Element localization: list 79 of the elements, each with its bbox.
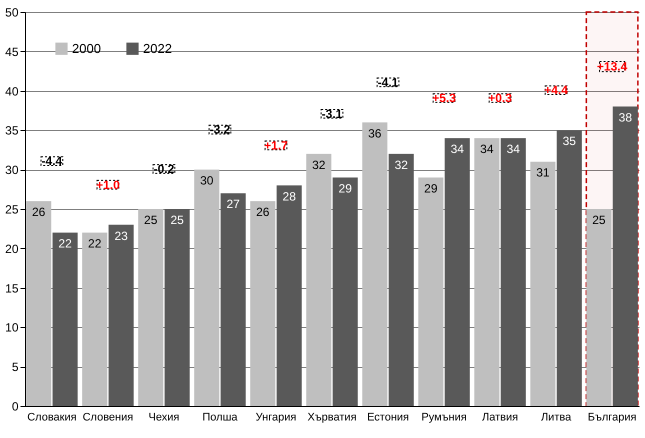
y-tick-label: 50 bbox=[5, 6, 19, 20]
data-label: 22 bbox=[58, 236, 72, 251]
bar bbox=[250, 201, 276, 406]
data-label: 34 bbox=[480, 142, 494, 156]
data-label: 25 bbox=[170, 213, 184, 227]
bar bbox=[362, 122, 388, 406]
bar bbox=[82, 232, 108, 406]
x-tick-label: Латвия bbox=[482, 412, 518, 424]
bar bbox=[26, 201, 52, 406]
bar bbox=[108, 224, 134, 406]
bar bbox=[164, 209, 190, 406]
x-tick-label: Унгария bbox=[256, 412, 296, 424]
x-tick-label: Литва bbox=[540, 412, 572, 424]
y-tick-label: 30 bbox=[5, 163, 19, 178]
annotation: +1.7 bbox=[264, 138, 288, 152]
x-tick-label: България bbox=[588, 412, 636, 424]
bar bbox=[530, 162, 556, 406]
y-tick-label: 15 bbox=[5, 281, 19, 296]
annotation: -4.1 bbox=[378, 75, 399, 90]
annotation: -3.1 bbox=[322, 106, 343, 121]
bar bbox=[306, 154, 332, 406]
annotation: -3.2 bbox=[210, 122, 231, 137]
annotation: +0.3 bbox=[488, 91, 512, 106]
bar bbox=[612, 106, 638, 406]
data-label: 38 bbox=[618, 110, 632, 125]
bar bbox=[220, 193, 246, 406]
data-label: 25 bbox=[592, 213, 606, 227]
x-tick-label: Румъния bbox=[421, 412, 467, 424]
annotation: -4.4 bbox=[42, 154, 63, 168]
data-label: 26 bbox=[32, 205, 46, 220]
bar bbox=[388, 154, 414, 406]
data-label: 23 bbox=[114, 228, 128, 243]
bar bbox=[474, 138, 500, 406]
data-label: 30 bbox=[200, 174, 214, 188]
y-tick-label: 5 bbox=[12, 360, 19, 374]
data-label: 31 bbox=[536, 166, 550, 180]
x-tick-label: Словакия bbox=[27, 412, 77, 424]
x-tick-label: Словения bbox=[82, 412, 134, 424]
bar bbox=[194, 170, 220, 406]
data-label: 29 bbox=[424, 181, 438, 196]
annotation: +5.3 bbox=[432, 91, 456, 106]
bar bbox=[556, 130, 582, 406]
data-label: 27 bbox=[226, 197, 240, 212]
data-label: 25 bbox=[144, 213, 158, 227]
bar bbox=[138, 209, 164, 406]
data-label: 32 bbox=[394, 158, 408, 172]
y-tick-label: 20 bbox=[5, 242, 19, 256]
annotation: +13.4 bbox=[596, 60, 628, 74]
x-tick-label: Естония bbox=[367, 412, 410, 424]
bar bbox=[332, 177, 358, 406]
data-label: 29 bbox=[338, 181, 352, 196]
y-tick-label: 10 bbox=[5, 320, 19, 335]
x-tick-label: Полша bbox=[202, 412, 238, 424]
data-label: 35 bbox=[562, 134, 576, 148]
bar bbox=[586, 209, 612, 406]
bar bbox=[52, 232, 78, 406]
bar bbox=[418, 177, 444, 406]
x-tick-label: Хърватия bbox=[307, 412, 357, 424]
data-label: 34 bbox=[450, 142, 464, 156]
annotation: +4.4 bbox=[544, 83, 568, 98]
data-label: 36 bbox=[368, 126, 382, 140]
y-tick-label: 45 bbox=[5, 44, 19, 59]
bar bbox=[276, 185, 302, 406]
legend-label: 2022 bbox=[143, 40, 172, 56]
legend-label: 2000 bbox=[72, 40, 101, 56]
x-tick-label: Чехия bbox=[148, 412, 180, 424]
bar bbox=[444, 138, 470, 406]
y-tick-label: 35 bbox=[5, 124, 19, 138]
data-label: 26 bbox=[256, 205, 270, 220]
data-label: 32 bbox=[312, 158, 326, 172]
annotation: +1.0 bbox=[96, 178, 120, 192]
bar bbox=[500, 138, 526, 406]
y-tick-label: 40 bbox=[5, 84, 19, 98]
data-label: 22 bbox=[88, 236, 102, 251]
annotation: -0.2 bbox=[154, 162, 175, 176]
data-label: 34 bbox=[506, 142, 520, 156]
data-label: 28 bbox=[282, 189, 296, 204]
y-tick-label: 25 bbox=[5, 202, 19, 216]
y-tick-label: 0 bbox=[12, 400, 19, 414]
